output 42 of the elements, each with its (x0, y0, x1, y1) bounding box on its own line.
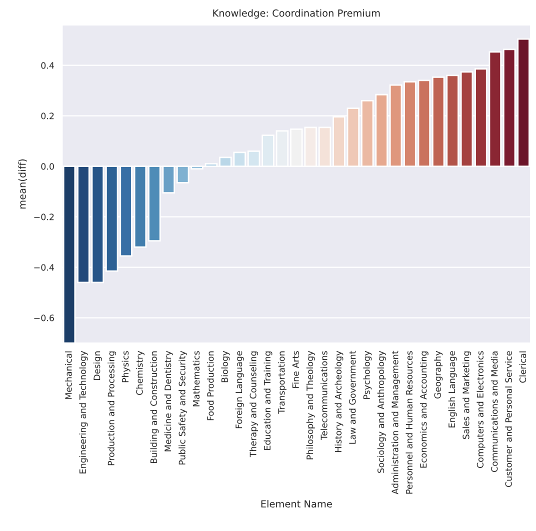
x-tick-label: Public Safety and Security (178, 350, 188, 464)
x-tick-label: Design (93, 351, 102, 380)
x-tick-label: Therapy and Counseling (250, 351, 258, 458)
y-tick-label: −0.4 (34, 264, 54, 271)
x-tick-label: Physics (122, 351, 130, 382)
x-tick-label: Foreign Language (235, 351, 244, 428)
y-tick-label: −0.2 (34, 214, 54, 220)
x-tick-label: Economics and Accounting (420, 351, 428, 468)
x-tick-label: Chemistry (136, 350, 144, 395)
y-tick-label: 0.2 (41, 112, 54, 120)
chart-title: Knowledge: Coordination Premium (213, 9, 380, 19)
x-tick-label: Sales and Marketing (462, 351, 471, 440)
x-tick-label: Transportation (278, 351, 286, 414)
x-tick-label: Computers and Electronics (476, 351, 486, 468)
x-tick-label: Customer and Personal Service (505, 351, 512, 488)
x-tick-label: Personnel and Human Resources (406, 351, 413, 494)
y-tick-label: 0.4 (41, 62, 54, 69)
x-tick-label: Education and Training (264, 351, 272, 450)
x-tick-label: Clerical (519, 351, 526, 383)
x-tick-label: Fine Arts (292, 351, 299, 388)
x-tick-label: Mechanical (65, 351, 72, 400)
x-tick-label: Administration and Management (392, 350, 400, 494)
x-tick-label: Mathematics (192, 351, 200, 406)
x-tick-label: Engineering and Technology (79, 350, 88, 474)
x-tick-label: Production and Processing (108, 351, 116, 466)
x-tick-label: Sociology and Anthropology (377, 350, 386, 473)
y-tick-label: 0.0 (41, 163, 54, 170)
x-tick-label: Law and Government (348, 350, 356, 444)
y-axis-title: mean(diff) (18, 159, 27, 209)
x-tick-label: Telecommunications (320, 351, 328, 440)
x-tick-label: Psychology (363, 350, 372, 399)
y-tick-label: −0.6 (34, 314, 54, 322)
x-tick-label: English Language (448, 351, 457, 428)
x-tick-label: Communications and Media (490, 351, 498, 472)
x-tick-label: Building and Construction (150, 351, 159, 464)
x-tick-label: Geography (434, 350, 443, 398)
x-tick-label: Medicine and Dentistry (164, 350, 173, 452)
x-tick-label: Biology (221, 350, 230, 382)
x-tick-label: Philosophy and Theology (306, 350, 315, 460)
x-tick-label: Food Production (207, 351, 214, 420)
x-axis-title: Element Name (261, 500, 332, 508)
x-tick-label: History and Archeology (334, 350, 344, 452)
